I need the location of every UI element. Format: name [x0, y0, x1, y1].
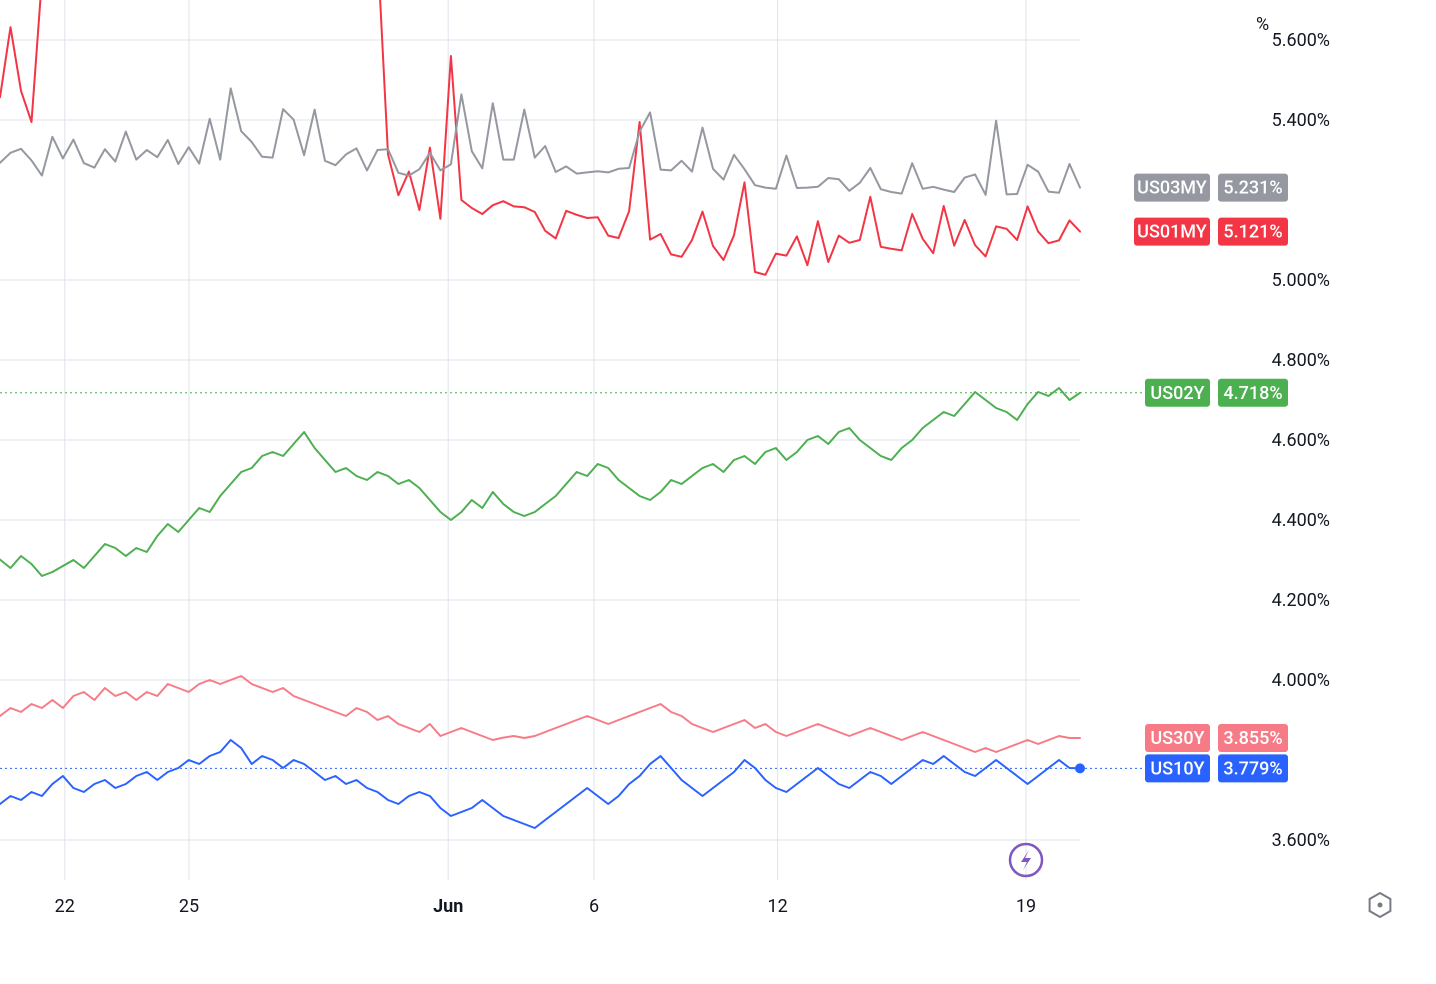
- x-tick-label: 22: [55, 896, 75, 917]
- y-tick-label: 3.600%: [1272, 830, 1330, 851]
- chart-canvas[interactable]: 3.600% 4.000% 4.200% 4.400% 4.600% 4.800% 5.00…: [0, 0, 1436, 984]
- series-us10y[interactable]: [0, 740, 1080, 828]
- series-value-text: 3.779%: [1223, 758, 1282, 779]
- series-label-text: US02Y: [1150, 383, 1204, 404]
- series-us01my[interactable]: [0, 0, 1080, 275]
- series-us30y[interactable]: [0, 676, 1080, 752]
- end-marker-us10y: [1075, 763, 1085, 773]
- series-label-text: US30Y: [1150, 728, 1204, 749]
- y-tick-label: 4.200%: [1272, 590, 1330, 611]
- x-tick-label: Jun: [433, 896, 463, 917]
- series-value-text: 3.855%: [1223, 728, 1282, 749]
- series-value-text: 5.121%: [1223, 222, 1282, 243]
- y-tick-label: 4.800%: [1272, 350, 1330, 371]
- series-value-text: 4.718%: [1223, 383, 1282, 404]
- y-tick-label: 4.000%: [1272, 670, 1330, 691]
- y-tick-label: 5.000%: [1272, 270, 1330, 291]
- x-tick-label: 6: [589, 896, 599, 917]
- series-label-text: US10Y: [1150, 758, 1204, 779]
- series-us03my[interactable]: [0, 88, 1080, 194]
- x-tick-label: 19: [1016, 896, 1036, 917]
- y-tick-label: 5.600%: [1272, 30, 1330, 51]
- series-value-text: 5.231%: [1223, 178, 1282, 199]
- x-tick-label: 25: [179, 896, 199, 917]
- settings-dot: [1378, 903, 1383, 908]
- x-tick-label: 12: [767, 896, 787, 917]
- y-unit-label: %: [1256, 14, 1269, 35]
- y-tick-label: 4.400%: [1272, 510, 1330, 531]
- series-label-text: US03MY: [1137, 178, 1207, 199]
- yield-chart[interactable]: 3.600% 4.000% 4.200% 4.400% 4.600% 4.800% 5.00…: [0, 0, 1436, 984]
- series-us02y[interactable]: [0, 388, 1080, 576]
- y-tick-label: 4.600%: [1272, 430, 1330, 451]
- y-tick-label: 5.400%: [1272, 110, 1330, 131]
- series-label-text: US01MY: [1137, 222, 1207, 243]
